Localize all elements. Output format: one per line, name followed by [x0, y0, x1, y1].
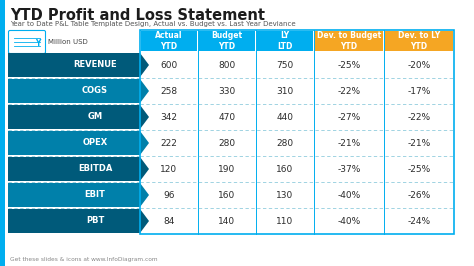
Text: REVENUE: REVENUE: [73, 60, 117, 69]
Text: PBT: PBT: [86, 216, 104, 225]
Text: 330: 330: [219, 86, 236, 95]
Text: -22%: -22%: [408, 113, 430, 122]
Text: 600: 600: [160, 60, 178, 69]
Text: -22%: -22%: [337, 86, 361, 95]
Text: Million USD: Million USD: [48, 39, 88, 45]
Bar: [140, 30, 454, 234]
Bar: [257, 31, 313, 51]
Text: LY
LTD: LY LTD: [277, 31, 292, 51]
FancyBboxPatch shape: [9, 31, 46, 53]
Bar: [315, 31, 383, 51]
Text: -25%: -25%: [407, 164, 430, 173]
Polygon shape: [8, 209, 149, 233]
Text: 160: 160: [219, 190, 236, 200]
Text: -27%: -27%: [337, 113, 361, 122]
Text: 800: 800: [219, 60, 236, 69]
Bar: [199, 31, 255, 51]
Text: Dev. to Budget
YTD: Dev. to Budget YTD: [317, 31, 381, 51]
Text: Actual
YTD: Actual YTD: [155, 31, 183, 51]
Text: COGS: COGS: [82, 86, 108, 95]
Polygon shape: [8, 53, 149, 77]
Polygon shape: [8, 79, 149, 103]
Text: 140: 140: [219, 217, 236, 226]
Text: 310: 310: [276, 86, 293, 95]
Text: 120: 120: [160, 164, 178, 173]
Text: OPEX: OPEX: [82, 138, 108, 147]
Bar: [385, 31, 453, 51]
Text: EBIT: EBIT: [84, 190, 105, 199]
Text: 110: 110: [276, 217, 293, 226]
Text: 342: 342: [161, 113, 177, 122]
Text: Year to Date P&L Table Template Design, Actual vs. Budget vs. Last Year Deviance: Year to Date P&L Table Template Design, …: [10, 21, 296, 27]
Text: -21%: -21%: [407, 139, 430, 148]
Text: 258: 258: [160, 86, 178, 95]
Text: 190: 190: [219, 164, 236, 173]
Polygon shape: [8, 183, 149, 207]
Text: 130: 130: [276, 190, 293, 200]
Text: 280: 280: [276, 139, 293, 148]
Text: GM: GM: [87, 112, 102, 121]
Text: 96: 96: [163, 190, 175, 200]
Text: 750: 750: [276, 60, 293, 69]
Text: 470: 470: [219, 113, 236, 122]
Text: EBITDA: EBITDA: [78, 164, 112, 173]
Polygon shape: [8, 105, 149, 129]
Text: -26%: -26%: [407, 190, 430, 200]
Bar: [0, 0, 5, 266]
Text: Dev. to LY
YTD: Dev. to LY YTD: [398, 31, 440, 51]
Text: -21%: -21%: [337, 139, 361, 148]
Text: Y: Y: [35, 39, 41, 48]
Text: Get these slides & icons at www.InfoDiagram.com: Get these slides & icons at www.InfoDiag…: [10, 257, 158, 262]
Text: -40%: -40%: [337, 190, 361, 200]
Text: YTD Profit and Loss Statement: YTD Profit and Loss Statement: [10, 8, 265, 23]
Text: -17%: -17%: [407, 86, 431, 95]
Text: -37%: -37%: [337, 164, 361, 173]
Text: 440: 440: [276, 113, 293, 122]
Bar: [141, 31, 197, 51]
Text: -40%: -40%: [337, 217, 361, 226]
Polygon shape: [8, 131, 149, 155]
Text: -20%: -20%: [407, 60, 430, 69]
Text: -25%: -25%: [337, 60, 361, 69]
Text: 160: 160: [276, 164, 293, 173]
Polygon shape: [8, 157, 149, 181]
Text: 280: 280: [219, 139, 236, 148]
Text: Budget
YTD: Budget YTD: [211, 31, 243, 51]
Text: 84: 84: [164, 217, 175, 226]
Text: 222: 222: [161, 139, 177, 148]
Text: -24%: -24%: [408, 217, 430, 226]
